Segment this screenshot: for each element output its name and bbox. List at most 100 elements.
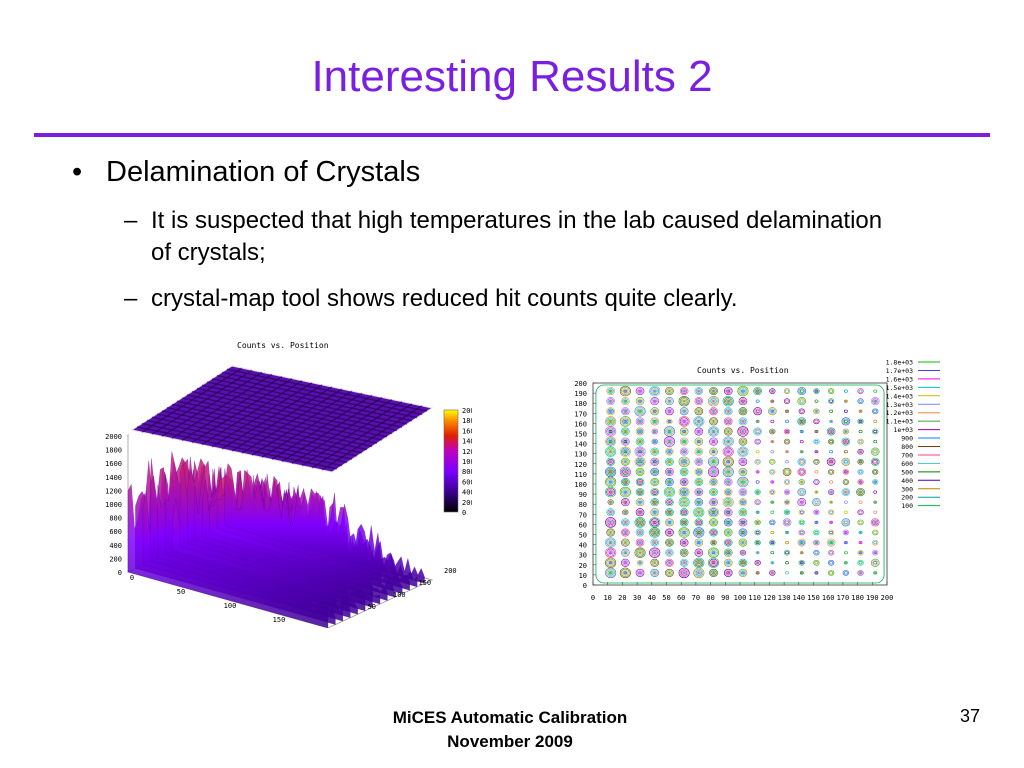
contour-peak bbox=[610, 390, 612, 392]
contour-peak bbox=[610, 542, 612, 544]
contour-peak bbox=[683, 390, 685, 392]
contour-peak bbox=[610, 501, 612, 503]
contour-peak bbox=[815, 511, 817, 513]
contour-peak bbox=[815, 410, 817, 412]
contour-peak bbox=[874, 400, 876, 402]
contour-peak bbox=[801, 501, 803, 503]
contour-peak bbox=[757, 420, 759, 422]
contour-peak bbox=[698, 562, 700, 564]
footer-line-1: MiCES Automatic Calibration bbox=[310, 706, 710, 730]
contour-peak bbox=[727, 471, 729, 473]
contour-peak bbox=[654, 410, 656, 412]
contour-y-tick-label: 0 bbox=[583, 582, 587, 590]
contour-y-tick-label: 150 bbox=[574, 431, 587, 439]
contour-peak bbox=[683, 562, 685, 564]
title-divider bbox=[34, 133, 990, 137]
contour-peak bbox=[654, 420, 656, 422]
contour-peak bbox=[860, 410, 862, 412]
contour-peak bbox=[845, 471, 847, 473]
legend-label: 800 bbox=[901, 443, 913, 451]
contour-peak bbox=[624, 511, 626, 513]
contour-peak bbox=[860, 531, 862, 533]
contour-peak bbox=[610, 521, 612, 523]
contour-peak bbox=[742, 552, 744, 554]
contour-peak bbox=[815, 430, 817, 432]
contour-peak bbox=[713, 501, 715, 503]
contour-peak bbox=[771, 481, 773, 483]
contour-peak bbox=[654, 552, 656, 554]
contour-y-tick-label: 160 bbox=[574, 420, 587, 428]
contour-peak bbox=[624, 471, 626, 473]
contour-peak bbox=[757, 491, 759, 493]
contour-peak bbox=[801, 481, 803, 483]
contour-peak bbox=[742, 461, 744, 463]
contour-peak bbox=[654, 481, 656, 483]
contour-y-tick-label: 40 bbox=[579, 542, 587, 550]
legend-label: 300 bbox=[901, 485, 913, 493]
contour-peak bbox=[639, 441, 641, 443]
contour-peak bbox=[668, 410, 670, 412]
contour-peak bbox=[742, 410, 744, 412]
legend-label: 600 bbox=[901, 460, 913, 468]
contour-peak bbox=[801, 562, 803, 564]
contour-peak bbox=[815, 451, 817, 453]
contour-peak bbox=[727, 461, 729, 463]
sub-bullet-marker: – bbox=[124, 283, 137, 315]
contour-peak bbox=[624, 441, 626, 443]
contour-peak bbox=[727, 562, 729, 564]
contour-peak bbox=[698, 390, 700, 392]
contour-peak bbox=[771, 441, 773, 443]
contour-peak bbox=[654, 542, 656, 544]
contour-peak bbox=[683, 531, 685, 533]
x-tick-label: 100 bbox=[224, 602, 237, 610]
contour-peak bbox=[668, 531, 670, 533]
sub-bullet-marker: – bbox=[124, 205, 137, 237]
contour-peak bbox=[727, 501, 729, 503]
contour-peak bbox=[698, 491, 700, 493]
contour-peak bbox=[639, 430, 641, 432]
contour-peak bbox=[654, 430, 656, 432]
contour-x-tick-label: 170 bbox=[837, 594, 850, 602]
contour-y-tick-label: 80 bbox=[579, 501, 587, 509]
contour-peak bbox=[654, 572, 656, 574]
contour-peak bbox=[668, 430, 670, 432]
contour-y-tick-label: 170 bbox=[574, 410, 587, 418]
contour-peak bbox=[727, 420, 729, 422]
legend-label: 1.2e+03 bbox=[886, 409, 913, 417]
contour-peak bbox=[727, 451, 729, 453]
contour-peak bbox=[698, 420, 700, 422]
contour-peak bbox=[771, 562, 773, 564]
contour-peak bbox=[683, 511, 685, 513]
contour-y-tick-label: 200 bbox=[574, 380, 587, 388]
contour-peak bbox=[727, 572, 729, 574]
contour-peak bbox=[610, 481, 612, 483]
contour-peak bbox=[610, 562, 612, 564]
contour-peak bbox=[698, 461, 700, 463]
contour-peak bbox=[683, 572, 685, 574]
sub-bullet-text: It is suspected that high temperatures i… bbox=[151, 205, 891, 269]
contour-legend: 1.8e+031.7e+031.6e+031.5e+031.4e+031.3e+… bbox=[886, 359, 940, 511]
legend-label: 200 bbox=[901, 494, 913, 502]
contour-peak bbox=[683, 400, 685, 402]
contour-x-tick-label: 70 bbox=[692, 594, 700, 602]
contour-peak bbox=[624, 491, 626, 493]
contour-y-tick-label: 50 bbox=[579, 532, 587, 540]
y-tick-label: 200 bbox=[444, 567, 457, 575]
contour-peak bbox=[610, 400, 612, 402]
contour-peak bbox=[668, 501, 670, 503]
contour-y-tick-label: 110 bbox=[574, 471, 587, 479]
contour-peak bbox=[639, 410, 641, 412]
contour-x-tick-label: 90 bbox=[721, 594, 729, 602]
contour-x-tick-label: 100 bbox=[734, 594, 747, 602]
contour-peak bbox=[727, 441, 729, 443]
legend-label: 1.3e+03 bbox=[886, 401, 913, 409]
contour-peak bbox=[727, 531, 729, 533]
contour-x-tick-label: 200 bbox=[881, 594, 894, 602]
contour-x-tick-label: 10 bbox=[603, 594, 611, 602]
footer: MiCES Automatic Calibration November 200… bbox=[310, 706, 710, 754]
contour-peak bbox=[815, 542, 817, 544]
contour-peak bbox=[698, 511, 700, 513]
contour-peak bbox=[786, 430, 788, 432]
contour-peak bbox=[654, 501, 656, 503]
footer-line-2: November 2009 bbox=[310, 730, 710, 754]
